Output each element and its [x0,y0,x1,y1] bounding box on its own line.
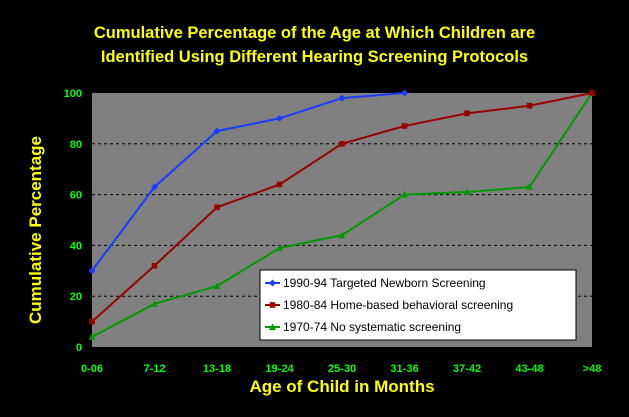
x-tick-label: 7-12 [143,363,165,375]
data-point [526,183,533,190]
x-tick-label: 31-36 [390,363,418,375]
data-point [276,114,283,122]
x-tick-label: 43-48 [515,363,543,375]
x-tick-label: 19-24 [265,363,294,375]
series-line [91,92,405,272]
data-point [151,262,158,269]
data-point [339,141,345,147]
legend-marker [269,302,276,308]
data-point [276,181,283,188]
data-point [151,300,158,307]
legend-marker [269,323,276,330]
data-point [213,282,221,290]
series [89,90,595,325]
y-tick-labels: 0 20 40 60 80 100 [64,88,82,354]
data-point [589,90,595,96]
x-tick-labels: 0-06 7-12 13-18 19-24 25-30 31-36 37-42 43-48 >4… [81,363,601,375]
series-lines [88,89,596,340]
legend-entry: 1980-84 Home-based behavioral screening [265,298,513,312]
data-point [89,318,95,325]
legend-entry: 1990-94 Targeted Newborn Screening [265,276,486,290]
y-tick-label: 60 [70,190,82,202]
y-tick-label: 0 [76,342,82,354]
legend-label: 1990-94 Targeted Newborn Screening [283,276,486,290]
legend-marker [269,279,276,287]
y-tick-label: 20 [70,291,82,303]
legend-box [259,269,577,341]
data-point [276,244,283,251]
legend-label: 1970-74 No systematic screening [283,320,461,334]
chart-title: Cumulative Percentage of the Age at Whic… [93,24,536,42]
legend-label: 1980-84 Home-based behavioral screening [283,298,513,312]
data-point [88,267,96,275]
x-tick-label: >48 [583,363,602,375]
y-axis-title: Cumulative Percentage [26,136,45,324]
data-point [464,110,470,117]
legend: 1990-94 Targeted Newborn Screening 1980-8… [259,269,577,341]
x-tick-label: 13-18 [203,363,231,375]
y-tick-label: 80 [70,139,82,151]
chart-subtitle: Identified Using Different Hearing Scree… [100,48,529,66]
data-point [338,231,346,239]
data-point [401,123,408,129]
data-point [214,204,220,211]
x-tick-label: 37-42 [453,363,481,375]
x-tick-label: 25-30 [328,363,356,375]
x-axis-title: Age of Child in Months [249,377,434,396]
data-point [463,188,471,196]
x-tick-label: 0-06 [81,363,103,375]
data-point [151,183,158,191]
data-point [401,89,408,97]
y-tick-label: 100 [64,88,82,100]
series [88,89,408,275]
data-point [338,94,346,102]
legend-entry: 1970-74 No systematic screening [265,320,461,334]
data-point [526,102,533,109]
data-point [401,191,408,198]
data-point [88,333,96,340]
data-point [213,127,221,135]
y-tick-label: 40 [70,240,82,252]
